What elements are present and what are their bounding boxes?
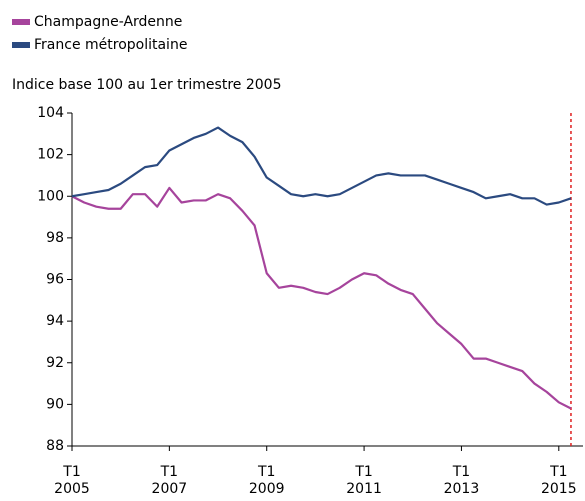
x-tick-label: T1 2015	[540, 464, 577, 497]
legend-swatch	[12, 42, 30, 48]
y-tick-label: 98	[46, 230, 64, 246]
legend-swatch	[12, 19, 30, 25]
x-tick-label: T1 2013	[443, 464, 480, 497]
y-tick-label: 96	[46, 272, 64, 288]
y-tick-label: 90	[46, 396, 64, 412]
series-line	[71, 126, 572, 206]
y-tick-label: 88	[46, 438, 64, 454]
y-tick-label: 92	[46, 355, 64, 371]
series-line	[71, 186, 572, 410]
x-tick-label: T1 2007	[151, 464, 188, 497]
x-tick-label: T1 2009	[248, 464, 285, 497]
y-tick-label: 104	[37, 105, 64, 121]
x-tick-label: T1 2011	[346, 464, 382, 497]
y-tick-label: 100	[37, 188, 64, 204]
y-tick-label: 94	[46, 313, 64, 329]
legend-label: France métropolitaine	[34, 37, 187, 53]
x-tick-label: T1 2005	[54, 464, 90, 497]
chart-subtitle: Indice base 100 au 1er trimestre 2005	[12, 77, 281, 93]
legend-label: Champagne-Ardenne	[34, 14, 182, 30]
y-tick-label: 102	[37, 147, 64, 163]
